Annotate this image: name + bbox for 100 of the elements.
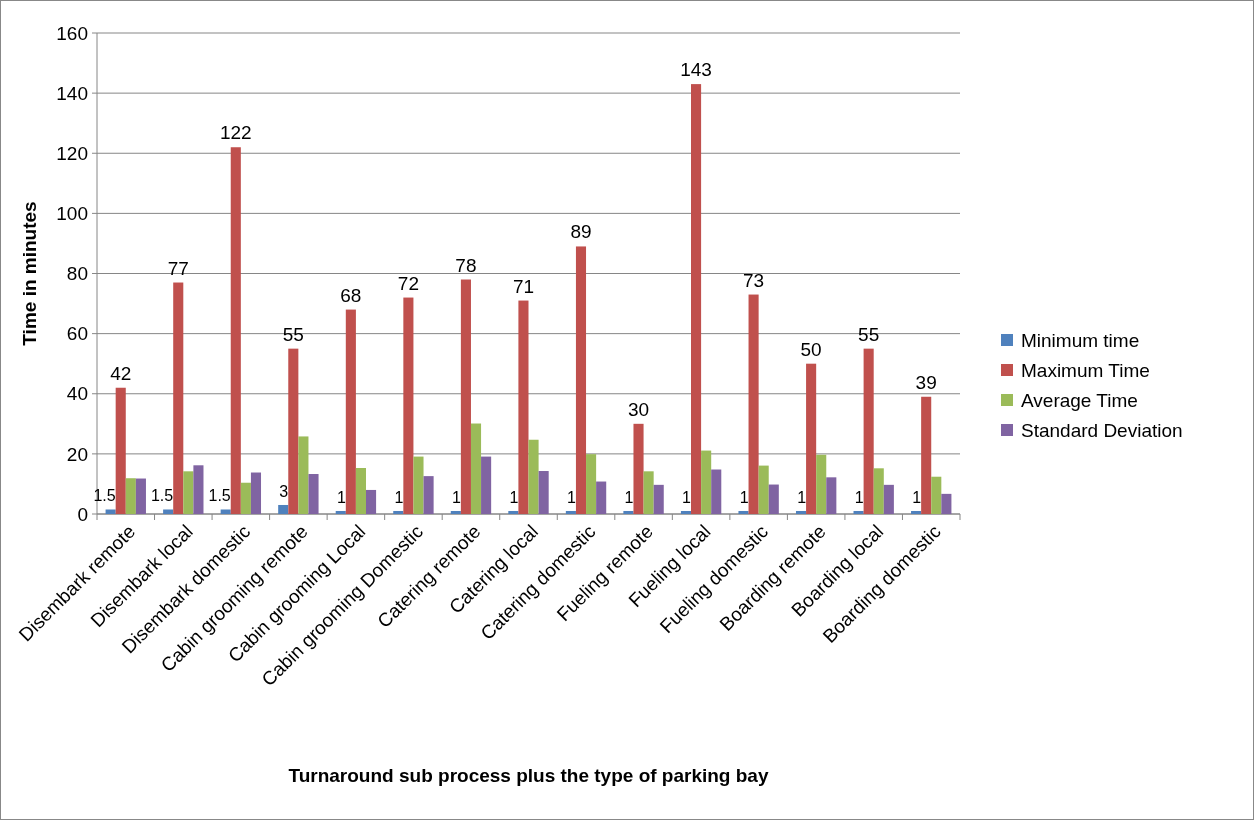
data-label: 143	[680, 59, 712, 81]
bar	[643, 471, 654, 514]
data-label: 30	[627, 398, 650, 420]
data-label: 50	[800, 338, 822, 360]
y-tick-label: 40	[66, 383, 88, 405]
bar	[470, 423, 482, 514]
bar	[135, 478, 146, 514]
data-label: 55	[858, 323, 880, 345]
data-label: 55	[282, 323, 304, 345]
data-label: 1	[451, 488, 461, 506]
bar	[460, 279, 471, 514]
bar	[173, 282, 184, 514]
y-tick-label: 60	[66, 323, 88, 345]
data-label: 1.5	[150, 487, 174, 505]
y-tick-label: 160	[56, 22, 88, 44]
y-tick-label: 80	[66, 263, 88, 285]
data-label: 1	[682, 488, 692, 506]
bar	[806, 363, 817, 514]
bar	[711, 469, 722, 514]
bar	[278, 504, 289, 514]
bar	[250, 472, 262, 514]
y-tick-label: 140	[56, 82, 88, 104]
data-label: 122	[219, 122, 252, 144]
data-label: 73	[743, 269, 765, 291]
bar	[768, 484, 779, 514]
legend-label: Minimum time	[1021, 329, 1140, 351]
data-label: 1	[739, 488, 749, 506]
bar	[653, 484, 664, 514]
data-label: 1	[567, 488, 577, 506]
bar	[575, 246, 587, 514]
bar	[413, 456, 424, 514]
bar	[931, 476, 942, 514]
bar	[115, 387, 126, 514]
bar	[355, 468, 366, 514]
data-label: 1	[336, 488, 346, 506]
bar	[565, 510, 576, 514]
bar	[240, 482, 251, 514]
bar	[230, 147, 241, 514]
bar	[748, 294, 759, 514]
bar	[795, 510, 807, 514]
bar	[863, 348, 874, 514]
legend-label: Standard Deviation	[1021, 419, 1183, 441]
bar	[586, 454, 597, 514]
bar	[183, 471, 194, 514]
bar	[125, 478, 136, 514]
bar	[393, 510, 404, 514]
data-label: 1	[509, 488, 519, 506]
data-label: 77	[167, 257, 189, 279]
bar	[345, 309, 356, 514]
bar	[298, 436, 309, 514]
bar	[691, 84, 702, 514]
data-label: 1	[797, 488, 807, 506]
bar	[816, 454, 827, 514]
data-label: 1	[912, 488, 922, 506]
bar	[701, 450, 712, 514]
bar	[538, 471, 549, 514]
data-label: 1.5	[93, 487, 116, 505]
data-label: 39	[915, 371, 937, 393]
y-tick-label: 120	[56, 142, 88, 164]
bar	[518, 300, 529, 514]
bar	[403, 297, 414, 514]
bar	[941, 493, 952, 514]
data-label: 3	[279, 482, 289, 500]
bar	[853, 510, 864, 514]
bar	[738, 510, 749, 514]
bar	[220, 509, 231, 514]
bar	[596, 481, 607, 514]
bar	[105, 509, 116, 514]
bar	[508, 510, 519, 514]
data-label: 78	[455, 254, 477, 276]
bar	[826, 477, 837, 514]
bar	[481, 456, 492, 514]
data-label: 42	[110, 362, 132, 384]
x-axis-title: Turnaround sub process plus the type of parking bay	[288, 765, 769, 786]
bar	[450, 510, 461, 514]
bar	[163, 509, 174, 514]
data-label: 68	[340, 284, 362, 306]
bar	[883, 484, 894, 514]
bar	[911, 510, 922, 514]
bar	[873, 468, 884, 514]
bar	[193, 465, 204, 514]
data-label: 1.5	[208, 487, 231, 505]
bar	[680, 510, 692, 514]
bar	[288, 348, 299, 514]
bar	[623, 510, 634, 514]
bar	[921, 396, 932, 514]
bar	[633, 423, 644, 514]
data-label: 1	[854, 488, 864, 506]
legend-label: Average Time	[1021, 389, 1138, 411]
legend-label: Maximum Time	[1021, 359, 1150, 381]
bar	[758, 465, 769, 514]
bar	[308, 474, 319, 514]
y-tick-label: 0	[77, 503, 88, 525]
bar	[528, 439, 539, 514]
data-label: 1	[394, 488, 404, 506]
data-label: 89	[570, 221, 592, 243]
data-label: 72	[397, 272, 419, 294]
data-label: 71	[512, 275, 535, 297]
bar	[365, 489, 377, 514]
bar	[335, 510, 346, 514]
